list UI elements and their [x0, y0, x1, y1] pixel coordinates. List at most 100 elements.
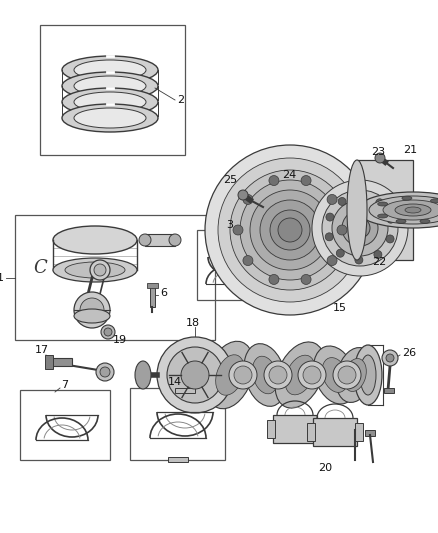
Circle shape	[387, 215, 395, 223]
Circle shape	[100, 367, 110, 377]
Bar	[355, 423, 363, 441]
Circle shape	[233, 225, 243, 235]
Circle shape	[74, 292, 110, 328]
Circle shape	[312, 180, 408, 276]
Ellipse shape	[402, 196, 412, 200]
Circle shape	[336, 249, 344, 257]
Bar	[357, 160, 413, 260]
Circle shape	[250, 190, 330, 270]
Text: 1: 1	[0, 273, 4, 283]
Ellipse shape	[395, 204, 431, 216]
Circle shape	[301, 175, 311, 185]
Ellipse shape	[420, 219, 430, 223]
Circle shape	[269, 274, 279, 285]
Text: 20: 20	[318, 463, 332, 473]
Text: 18: 18	[186, 318, 200, 328]
Bar	[145, 234, 175, 246]
Circle shape	[375, 153, 385, 163]
Ellipse shape	[405, 207, 421, 213]
Circle shape	[332, 200, 388, 256]
Circle shape	[386, 354, 394, 362]
Circle shape	[338, 366, 356, 384]
Circle shape	[326, 213, 334, 221]
Circle shape	[90, 260, 110, 280]
Bar	[365, 430, 375, 436]
Ellipse shape	[357, 192, 438, 228]
Bar	[15, 215, 215, 340]
Ellipse shape	[74, 309, 110, 323]
Ellipse shape	[378, 202, 388, 206]
Ellipse shape	[53, 258, 137, 282]
Circle shape	[205, 145, 375, 315]
Circle shape	[230, 170, 350, 290]
Ellipse shape	[252, 356, 278, 394]
Ellipse shape	[139, 234, 151, 246]
Circle shape	[338, 197, 346, 205]
Text: 3: 3	[226, 220, 233, 230]
Bar	[147, 283, 158, 288]
Bar	[313, 418, 357, 446]
Circle shape	[337, 225, 347, 235]
Circle shape	[269, 175, 279, 185]
Ellipse shape	[336, 348, 374, 402]
Circle shape	[376, 199, 384, 207]
Text: 26: 26	[402, 348, 416, 358]
Ellipse shape	[360, 355, 376, 395]
Ellipse shape	[206, 341, 254, 409]
Bar	[50, 358, 72, 366]
Circle shape	[229, 361, 257, 389]
Ellipse shape	[369, 196, 438, 224]
Circle shape	[327, 255, 337, 265]
Text: 6: 6	[160, 288, 167, 298]
Circle shape	[94, 264, 106, 276]
Circle shape	[269, 366, 287, 384]
Bar	[20, 390, 110, 460]
Ellipse shape	[215, 355, 244, 395]
Bar	[40, 25, 185, 155]
Text: 21: 21	[403, 145, 417, 155]
Bar	[45, 355, 53, 369]
Circle shape	[357, 192, 365, 200]
Bar	[273, 415, 317, 443]
Bar	[150, 285, 155, 307]
Circle shape	[260, 200, 320, 260]
Ellipse shape	[431, 199, 438, 203]
Circle shape	[327, 195, 337, 205]
Circle shape	[342, 210, 378, 246]
Circle shape	[167, 347, 223, 403]
Bar	[130, 388, 225, 460]
Circle shape	[382, 350, 398, 366]
Ellipse shape	[74, 76, 146, 96]
Circle shape	[101, 325, 115, 339]
Circle shape	[301, 274, 311, 285]
Ellipse shape	[74, 108, 146, 128]
Ellipse shape	[347, 160, 367, 260]
Bar	[307, 423, 315, 441]
Circle shape	[238, 190, 248, 200]
Circle shape	[243, 255, 253, 265]
Ellipse shape	[62, 72, 158, 100]
Circle shape	[157, 337, 233, 413]
Circle shape	[350, 218, 370, 238]
Text: 2: 2	[177, 95, 184, 105]
Text: 15: 15	[333, 303, 347, 313]
Ellipse shape	[354, 345, 382, 405]
Circle shape	[243, 195, 253, 205]
Ellipse shape	[285, 355, 315, 395]
Text: 17: 17	[35, 345, 49, 355]
Ellipse shape	[169, 234, 181, 246]
Bar	[267, 420, 275, 438]
Text: 24: 24	[282, 170, 296, 180]
Bar	[384, 388, 394, 393]
Ellipse shape	[396, 219, 406, 223]
Bar	[168, 457, 188, 462]
Bar	[350, 425, 360, 431]
Circle shape	[96, 363, 114, 381]
Ellipse shape	[62, 56, 158, 84]
Circle shape	[104, 328, 112, 336]
Circle shape	[298, 361, 326, 389]
Circle shape	[270, 210, 310, 250]
Ellipse shape	[53, 226, 137, 254]
Circle shape	[386, 235, 394, 243]
Text: 22: 22	[372, 257, 386, 267]
